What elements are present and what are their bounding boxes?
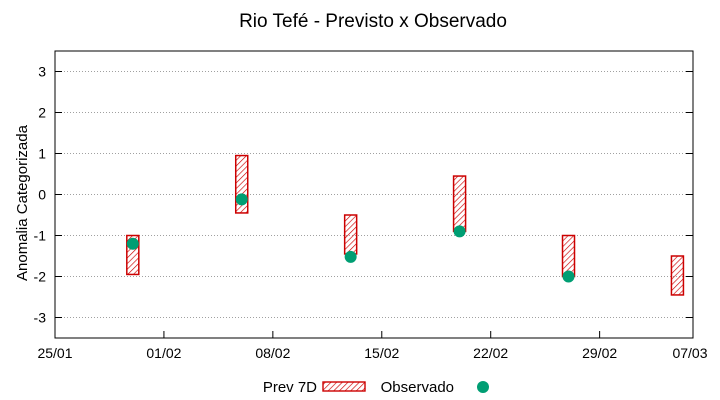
x-tick-label: 15/02 <box>364 345 399 361</box>
observed-point <box>235 193 248 206</box>
x-tick-label: 07/03 <box>672 345 707 361</box>
observed-point <box>453 225 466 238</box>
axis-ticks: -3 -2 -1 0 1 2 3 25/01 01/02 08/02 15/02 22/02 29/02… <box>34 64 708 362</box>
forecast-range-bar <box>561 234 576 278</box>
forecast-range-bar <box>670 255 685 296</box>
forecast-range-bar <box>452 175 467 233</box>
y-tick-label: 0 <box>38 187 46 203</box>
x-tick-label: 29/02 <box>582 345 617 361</box>
legend-swatch-prev-7d <box>322 381 366 392</box>
y-axis-label: Anomalia Categorizada <box>14 124 31 281</box>
y-tick-label: -1 <box>34 228 47 244</box>
legend: Prev 7D Observado <box>263 379 489 396</box>
x-tick-label: 25/01 <box>37 345 72 361</box>
y-tick-label: 2 <box>38 105 46 121</box>
forecast-range-bar <box>343 214 358 255</box>
y-tick-label: 1 <box>38 146 46 162</box>
x-tick-label: 08/02 <box>255 345 290 361</box>
grid <box>55 71 693 318</box>
legend-label-observado: Observado <box>381 379 454 396</box>
observed-point <box>562 270 575 283</box>
observed-point <box>344 250 357 263</box>
chart-title: Rio Tefé - Previsto x Observado <box>239 11 507 32</box>
x-tick-label: 01/02 <box>146 345 181 361</box>
legend-label-prev-7d: Prev 7D <box>263 379 317 396</box>
observed-point <box>126 237 139 250</box>
x-tick-label: 22/02 <box>473 345 508 361</box>
data-marks <box>126 154 685 296</box>
y-tick-label: -2 <box>34 269 47 285</box>
y-tick-label: -3 <box>34 310 47 326</box>
y-tick-label: 3 <box>38 64 46 80</box>
legend-swatch-observado <box>477 381 489 393</box>
